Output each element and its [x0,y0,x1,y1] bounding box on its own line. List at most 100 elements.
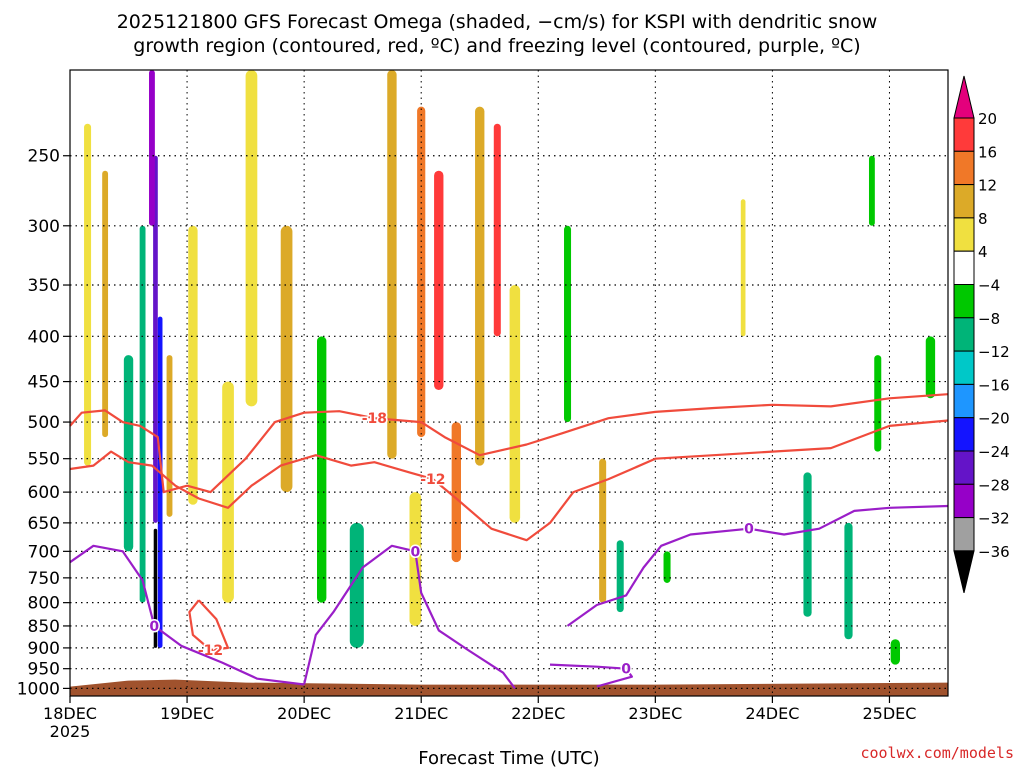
colorbar-segment-2 [953,150,975,186]
omega-cell-33 [925,336,936,399]
contour-label-5: 0 [744,522,754,538]
omega-cell-14 [349,522,364,648]
x-tick-label-0: 18DEC [43,704,97,723]
y-tick-label-0: 250 [28,147,60,167]
colorbar-segment-12 [953,483,975,519]
contour-line-4 [303,544,516,690]
colorbar-label-13: −36 [978,543,1010,561]
colorbar-segment-13 [953,517,975,552]
contour-line-2 [188,599,230,652]
y-tick-label-13: 900 [28,639,60,659]
y-tick-label-4: 450 [28,373,60,393]
colorbar-label-8: −16 [978,376,1010,394]
y-tick-label-15: 1000 [17,679,60,699]
contour-line-0 [69,393,949,494]
x-tick-label-7: 25DEC [862,704,916,723]
omega-cell-31 [890,639,901,665]
colorbar-segment-6 [953,284,975,319]
omega-cell-22 [509,285,521,523]
colorbar-segment-10 [953,417,975,452]
y-tick-label-9: 700 [28,542,60,562]
y-tick-label-14: 950 [28,660,60,680]
omega-cell-6 [153,528,158,648]
y-tick-label-3: 400 [28,327,60,347]
colorbar-label-3: 8 [978,210,988,228]
colorbar-label-0: 20 [978,110,997,128]
omega-shading [84,70,936,665]
omega-cell-23 [564,225,572,423]
colorbar-segment-11 [953,450,975,485]
omega-cell-24 [599,458,607,603]
omega-cell-7 [149,70,155,226]
contour-line-5 [566,504,949,627]
y-tick-label-1: 300 [28,217,60,237]
colorbar-segment-5 [953,250,975,285]
x-tick-label-6: 24DEC [745,704,799,723]
colorbar-label-12: −32 [978,510,1010,528]
x-tick-label-2: 20DEC [277,704,331,723]
colorbar: 20 16 12 8 4 −4 −8 −12 −16 −20 −24 −28 −32 −36 [953,75,1010,594]
omega-cell-20 [475,106,485,466]
omega-cell-21 [493,123,501,337]
x-axis: 18DEC 19DEC 20DEC 21DEC 22DEC 23DEC 24DEC 25DEC [43,696,916,723]
contour-label-3: 0 [149,619,159,635]
colorbar-label-1: 16 [978,143,997,161]
colorbar-label-10: −24 [978,443,1010,461]
contour-line-3 [69,544,305,686]
x-tick-label-5: 23DEC [628,704,682,723]
colorbar-label-5: −4 [978,277,1000,295]
colorbar-cap-top [953,75,975,119]
contour-label-0: -18 [362,411,387,427]
colorbar-segment-4 [953,217,975,252]
chart-title-line2: growth region (contoured, red, ºC) and f… [133,35,860,57]
grid-lines [69,70,948,696]
omega-cell-5 [157,316,163,648]
contour-label-1: -12 [420,472,445,488]
x-axis-label: Forecast Time (UTC) [418,748,599,768]
omega-cell-0 [84,123,92,466]
plot-background [70,70,948,696]
colorbar-segment-7 [953,317,975,352]
y-tick-label-12: 850 [28,617,60,637]
omega-cell-9 [188,225,198,505]
omega-cell-10 [222,381,234,603]
omega-cell-27 [740,199,746,337]
y-tick-label-2: 350 [28,276,60,296]
omega-cell-4 [153,155,158,523]
colorbar-segment-3 [953,184,975,219]
plot-frame [69,69,949,697]
contour-label-4: 0 [410,544,420,560]
contour-label-6: 0 [621,662,631,678]
colorbar-segment-9 [953,383,975,419]
omega-cell-25 [616,540,624,613]
colorbar-label-2: 12 [978,177,997,195]
colorbar-cap-bottom [953,550,975,594]
credit-text: coolwx.com/models [860,744,1014,762]
omega-cell-29 [844,522,853,640]
omega-cell-1 [102,170,109,438]
colorbar-label-7: −12 [978,343,1010,361]
x-tick-label-4: 22DEC [511,704,565,723]
y-tick-label-11: 800 [28,594,60,614]
omega-cell-8 [166,355,173,517]
omega-cell-17 [417,106,426,438]
x-axis-year: 2025 [50,722,91,741]
omega-cell-18 [434,170,444,391]
x-tick-label-1: 19DEC [160,704,214,723]
omega-cell-2 [123,355,134,552]
omega-cell-11 [245,70,258,407]
omega-cell-12 [280,225,293,493]
y-axis: 2503003504004505005506006507007508008509… [17,147,70,699]
omega-cell-28 [803,472,812,617]
contour-line-1 [69,419,949,542]
colorbar-label-4: 4 [978,243,988,261]
contour-line-6 [549,663,634,688]
y-tick-label-7: 600 [28,483,60,503]
chart-title-line1: 2025121800 GFS Forecast Omega (shaded, −… [117,11,878,33]
omega-cell-26 [663,551,671,583]
y-tick-label-8: 650 [28,514,60,534]
omega-cell-32 [868,155,875,226]
y-tick-label-5: 500 [28,413,60,433]
